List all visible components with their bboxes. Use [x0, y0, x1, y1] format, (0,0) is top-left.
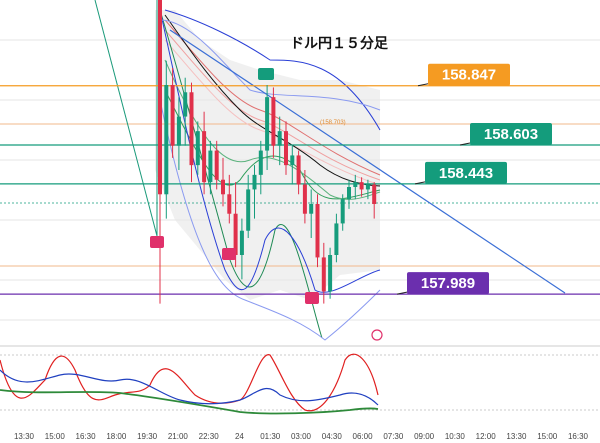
candle-1 — [164, 85, 169, 195]
alert-icon[interactable] — [371, 329, 383, 341]
x-tick-2: 16:30 — [76, 432, 97, 441]
green-trendline — [94, 0, 158, 237]
high-marker — [258, 68, 274, 80]
candle-10 — [221, 179, 225, 195]
level-connector-0 — [417, 83, 429, 87]
candle-13 — [239, 230, 244, 255]
candle-22 — [296, 155, 301, 185]
candle-27 — [328, 255, 333, 292]
level-connector-2 — [414, 181, 426, 185]
x-tick-16: 13:30 — [506, 432, 527, 441]
x-tick-18: 16:30 — [568, 432, 589, 441]
candle-11 — [227, 194, 232, 214]
level-badge-3 — [407, 272, 489, 295]
x-axis: 13:30 15:00 16:30 18:00 19:30 21:00 22:30 24 01:… — [14, 432, 589, 441]
candle-33 — [365, 184, 370, 190]
candle-30 — [347, 187, 351, 200]
oscillator-lines — [0, 353, 379, 415]
candle-2 — [170, 85, 175, 146]
candle-16 — [258, 150, 263, 175]
candle-29 — [340, 199, 345, 224]
candle-9 — [214, 150, 219, 180]
low-marker-1 — [150, 236, 164, 248]
x-tick-3: 18:00 — [106, 432, 127, 441]
level-badge-2 — [425, 161, 507, 184]
low-marker-3 — [305, 292, 319, 304]
price-levels: 158.847 158.603 158.443 157.989 — [0, 63, 600, 295]
level-connector-3 — [396, 291, 408, 295]
candle-19 — [277, 131, 282, 146]
candle-20 — [284, 131, 288, 166]
candle-0 — [158, 0, 162, 195]
blue-trendline — [169, 29, 566, 294]
candle-6 — [195, 131, 200, 166]
x-tick-1: 15:00 — [45, 432, 66, 441]
level-badge-0 — [428, 63, 510, 86]
candle-15 — [252, 174, 257, 190]
x-tick-5: 21:00 — [168, 432, 189, 441]
x-tick-11: 06:00 — [353, 432, 374, 441]
x-tick-4: 19:30 — [137, 432, 158, 441]
x-tick-8: 01:30 — [260, 432, 281, 441]
candle-23 — [302, 184, 307, 214]
candle-25 — [315, 204, 320, 258]
candle-24 — [309, 204, 314, 214]
x-tick-17: 15:00 — [537, 432, 558, 441]
candle-3 — [176, 116, 181, 146]
candle-28 — [334, 223, 339, 255]
level-connector-1 — [459, 142, 471, 146]
x-tick-15: 12:00 — [476, 432, 497, 441]
low-marker-2 — [222, 248, 236, 260]
level-badge-1 — [470, 122, 552, 145]
x-tick-0: 13:30 — [14, 432, 35, 441]
candle-17 — [265, 97, 270, 151]
x-tick-13: 09:00 — [414, 432, 435, 441]
fib-label: (158.703) — [320, 120, 346, 126]
candles — [158, 0, 377, 304]
level-label-3: 157.989 — [421, 275, 475, 292]
x-tick-14: 10:30 — [445, 432, 466, 441]
candle-32 — [359, 182, 364, 190]
candle-21 — [290, 155, 295, 166]
candle-18 — [271, 97, 276, 146]
candle-8 — [208, 150, 213, 183]
x-tick-9: 03:00 — [291, 432, 312, 441]
candle-5 — [189, 92, 194, 166]
level-label-1: 158.603 — [484, 126, 538, 143]
candle-31 — [353, 182, 358, 187]
candle-7 — [202, 131, 207, 183]
chart-title: ドル円１５分足 — [290, 36, 389, 52]
level-label-0: 158.847 — [442, 67, 496, 84]
candle-26 — [321, 257, 326, 292]
x-tick-10: 04:30 — [322, 432, 343, 441]
candle-4 — [183, 92, 188, 117]
x-tick-6: 22:30 — [199, 432, 220, 441]
candle-34 — [372, 184, 377, 204]
level-label-2: 158.443 — [439, 165, 493, 182]
x-tick-7: 24 — [235, 432, 244, 441]
candle-12 — [233, 213, 238, 255]
x-tick-12: 07:30 — [383, 432, 404, 441]
candle-14 — [246, 189, 251, 231]
